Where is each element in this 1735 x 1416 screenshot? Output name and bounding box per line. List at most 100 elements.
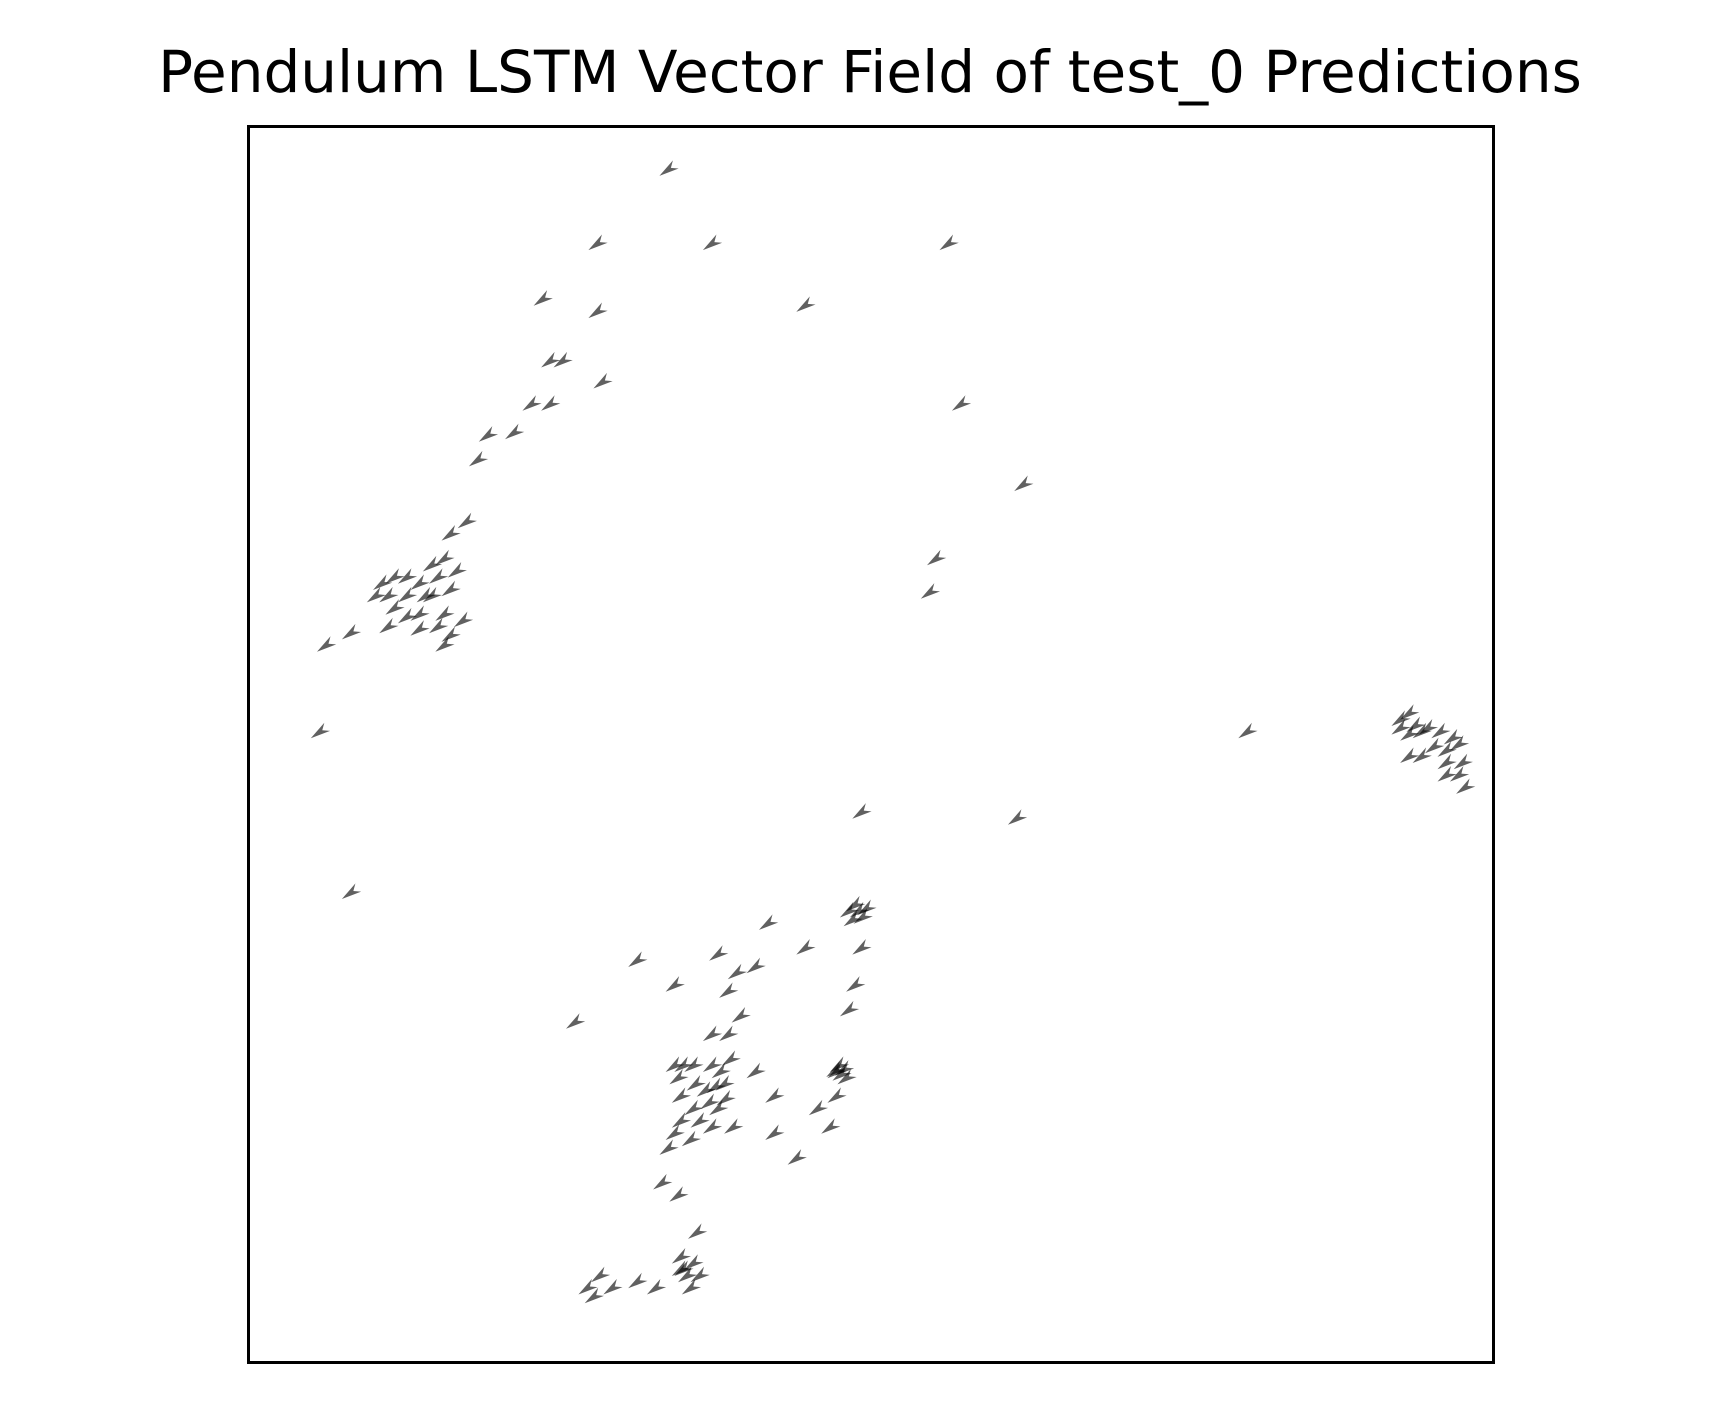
arrow-0-19 bbox=[927, 549, 947, 566]
arrow-0-37 bbox=[727, 963, 748, 980]
arrow-3-12 bbox=[684, 1099, 704, 1116]
arrow-1-7 bbox=[366, 586, 387, 603]
arrow-3-33 bbox=[684, 1254, 704, 1270]
arrow-0-11 bbox=[541, 395, 561, 411]
arrow-3-6 bbox=[665, 1056, 685, 1072]
arrow-0-59 bbox=[646, 1278, 667, 1295]
arrow-0-23 bbox=[310, 722, 331, 739]
arrow-2-10 bbox=[1400, 725, 1420, 741]
arrow-3-37 bbox=[674, 1260, 694, 1276]
arrow-2-4 bbox=[1418, 719, 1439, 735]
arrow-2-1 bbox=[1400, 704, 1420, 720]
arrow-2-12 bbox=[1412, 747, 1432, 763]
arrow-1-15 bbox=[447, 562, 467, 578]
arrow-0-55 bbox=[688, 1223, 708, 1239]
arrow-0-57 bbox=[603, 1278, 623, 1295]
arrow-1-3 bbox=[410, 574, 430, 590]
arrow-0-38 bbox=[719, 982, 739, 998]
arrow-0-28 bbox=[759, 914, 779, 930]
arrow-0-16 bbox=[1014, 475, 1034, 492]
arrow-2-7 bbox=[1449, 735, 1470, 751]
arrow-layer bbox=[310, 160, 1476, 1304]
arrow-2-15 bbox=[1400, 747, 1420, 763]
arrow-1-18 bbox=[429, 617, 449, 634]
arrow-3-3 bbox=[839, 901, 860, 918]
arrow-3-14 bbox=[665, 1124, 685, 1140]
arrow-0-7 bbox=[541, 351, 561, 368]
arrow-3-30 bbox=[826, 1061, 846, 1077]
arrow-1-13 bbox=[441, 580, 461, 597]
arrow-0-32 bbox=[665, 976, 685, 992]
arrow-0-43 bbox=[839, 1000, 860, 1017]
arrow-1-20 bbox=[441, 626, 461, 642]
arrow-0-18 bbox=[441, 525, 461, 541]
arrow-0-54 bbox=[669, 1186, 689, 1202]
arrow-0-24 bbox=[1238, 722, 1258, 739]
arrow-0-26 bbox=[1007, 809, 1028, 825]
arrow-0-50 bbox=[821, 1118, 841, 1134]
arrow-1-16 bbox=[435, 605, 455, 621]
arrow-1-0 bbox=[373, 574, 393, 590]
arrow-3-31 bbox=[837, 1068, 857, 1085]
arrow-1-10 bbox=[422, 555, 443, 572]
arrow-2-16 bbox=[1449, 766, 1470, 782]
arrow-0-15 bbox=[468, 450, 489, 467]
arrow-0-48 bbox=[765, 1124, 785, 1140]
arrow-2-17 bbox=[1456, 778, 1476, 794]
arrow-0-14 bbox=[505, 423, 525, 440]
arrow-1-5 bbox=[397, 586, 418, 603]
arrow-2-8 bbox=[1437, 741, 1457, 757]
arrow-0-2 bbox=[702, 234, 723, 251]
arrow-3-17 bbox=[709, 1099, 729, 1116]
arrow-0-0 bbox=[659, 160, 679, 176]
arrow-0-40 bbox=[702, 1025, 723, 1042]
arrow-1-2 bbox=[397, 568, 418, 584]
arrow-3-15 bbox=[690, 1112, 710, 1128]
arrow-3-22 bbox=[706, 1077, 726, 1094]
arrow-3-23 bbox=[700, 1093, 720, 1110]
arrow-0-30 bbox=[852, 939, 872, 955]
arrow-0-36 bbox=[709, 945, 729, 961]
arrow-3-25 bbox=[724, 1118, 744, 1134]
chart-title: Pendulum LSTM Vector Field of test_0 Pre… bbox=[158, 38, 1582, 106]
arrow-3-4 bbox=[857, 899, 877, 916]
arrow-2-14 bbox=[1453, 753, 1473, 770]
arrow-2-9 bbox=[1425, 737, 1445, 754]
arrow-2-11 bbox=[1391, 719, 1411, 735]
arrow-2-6 bbox=[1443, 728, 1463, 745]
arrow-0-58 bbox=[628, 1272, 648, 1289]
arrow-1-21 bbox=[397, 607, 418, 624]
arrow-3-24 bbox=[716, 1089, 736, 1106]
arrow-1-12 bbox=[429, 568, 449, 584]
arrow-0-34 bbox=[566, 1013, 586, 1029]
arrow-3-10 bbox=[686, 1075, 706, 1091]
arrow-0-41 bbox=[719, 1025, 739, 1042]
arrow-0-45 bbox=[827, 1087, 847, 1103]
arrow-2-18 bbox=[1437, 766, 1457, 782]
arrow-1-4 bbox=[416, 586, 436, 603]
arrow-0-56 bbox=[590, 1266, 611, 1283]
arrow-0-51 bbox=[787, 1149, 807, 1165]
arrow-0-47 bbox=[765, 1087, 785, 1103]
arrow-0-3 bbox=[939, 234, 959, 251]
arrow-0-52 bbox=[659, 1139, 679, 1155]
arrow-0-4 bbox=[533, 290, 553, 306]
arrow-1-22 bbox=[379, 617, 399, 634]
arrow-0-13 bbox=[478, 426, 499, 442]
arrow-3-18 bbox=[696, 1081, 716, 1097]
arrow-0-10 bbox=[522, 395, 542, 411]
arrow-1-19 bbox=[435, 636, 455, 652]
arrow-1-14 bbox=[422, 586, 443, 603]
arrow-3-29 bbox=[832, 1065, 852, 1081]
arrow-3-11 bbox=[671, 1087, 692, 1103]
arrow-0-17 bbox=[457, 512, 477, 529]
arrow-1-17 bbox=[453, 611, 474, 628]
arrow-3-7 bbox=[674, 1056, 694, 1072]
arrow-0-27 bbox=[341, 883, 362, 899]
arrow-0-62 bbox=[584, 1287, 604, 1304]
arrow-0-49 bbox=[808, 1099, 829, 1116]
arrow-2-0 bbox=[1391, 710, 1411, 726]
arrow-2-5 bbox=[1431, 722, 1451, 739]
arrow-0-35 bbox=[746, 957, 766, 974]
plot-frame bbox=[247, 125, 1495, 1364]
